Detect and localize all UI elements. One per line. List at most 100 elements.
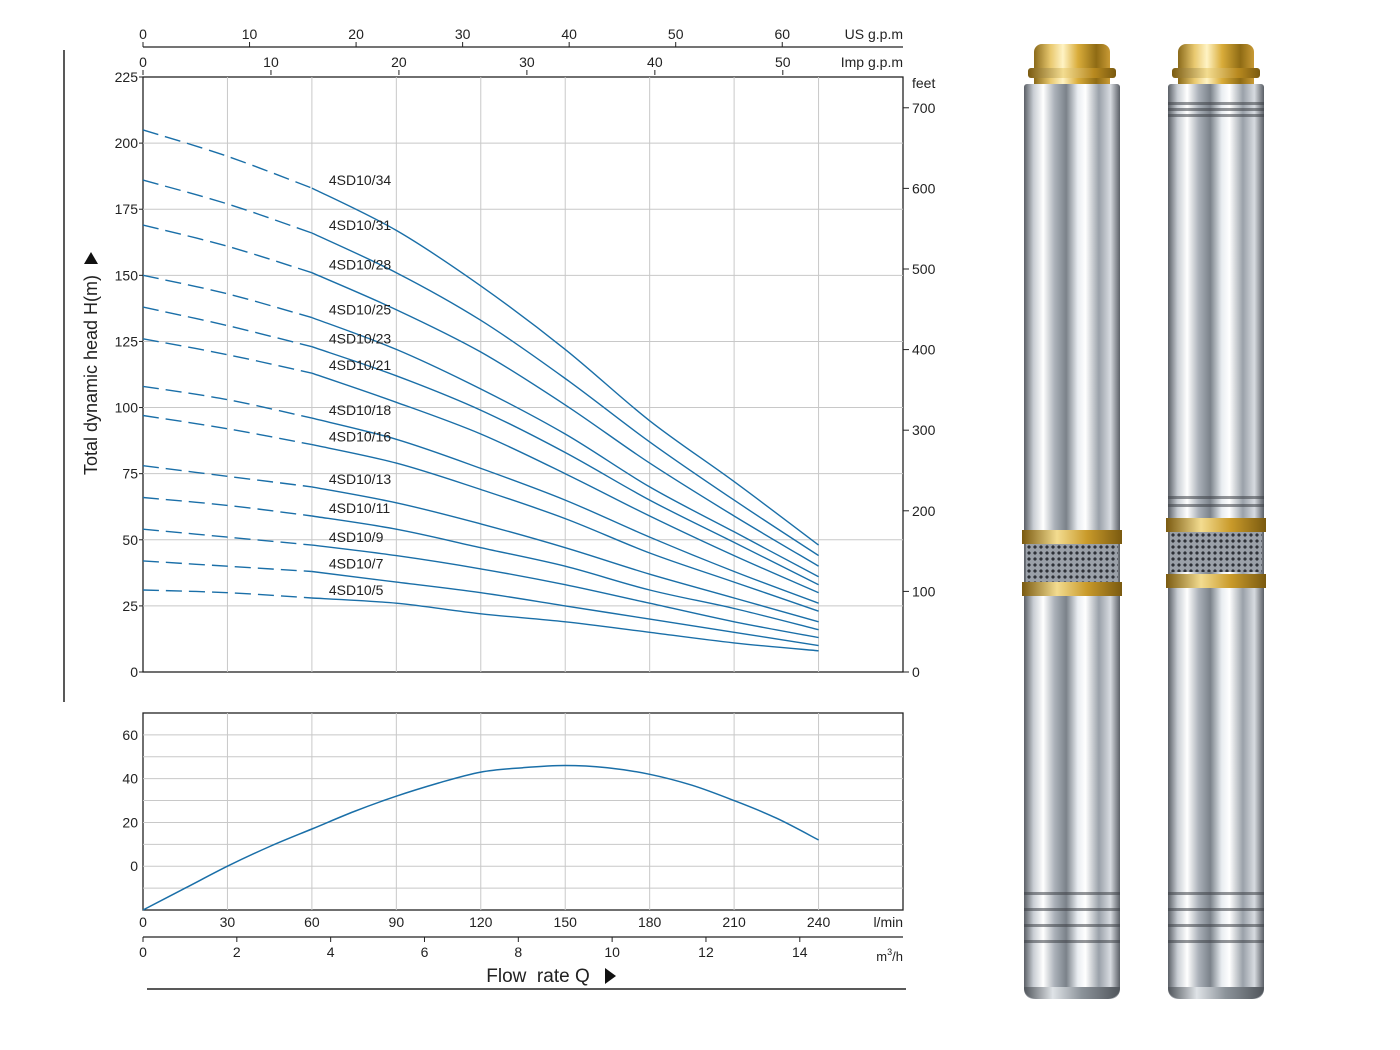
head-curve-label: 4SD10/31 xyxy=(329,217,391,233)
x-tick-label-m3h: 4 xyxy=(327,944,335,960)
efficiency-y-tick-label: 20 xyxy=(122,814,138,830)
head-curve-dashed xyxy=(142,465,312,488)
head-curve-dashed xyxy=(142,528,312,546)
head-chart-grid xyxy=(142,76,904,673)
pump-performance-chart: 4SD10/34 4SD10/31 4SD10/28 4SD10/25 4SD10/23… xyxy=(63,26,936,990)
head-curve xyxy=(311,515,819,631)
head-curve-label: 4SD10/21 xyxy=(329,357,391,373)
right-tick-label: 600 xyxy=(912,180,936,196)
efficiency-curve-line xyxy=(142,764,819,911)
head-curve-dashed xyxy=(142,560,312,573)
right-tick-label: 300 xyxy=(912,422,936,438)
head-curve-labels: 4SD10/34 4SD10/31 4SD10/28 4SD10/25 4SD10/23… xyxy=(329,172,391,598)
y-tick-label: 75 xyxy=(122,466,138,482)
head-curve xyxy=(311,272,819,567)
head-curve xyxy=(311,316,819,578)
y-tick-label: 150 xyxy=(115,267,139,283)
head-curve xyxy=(311,187,820,546)
head-curve-dashed xyxy=(142,496,312,517)
y-tick-label: 125 xyxy=(115,333,139,349)
x-unit-m3h: m3/h xyxy=(876,947,903,964)
head-curves xyxy=(142,129,820,652)
y-tick-label: 225 xyxy=(115,69,139,85)
y-tick-label: 25 xyxy=(122,598,138,614)
x-tick-label-lmin: 240 xyxy=(807,914,831,930)
head-curve xyxy=(311,486,819,623)
imp-gpm-tick-label: 30 xyxy=(519,54,535,70)
head-curve-dashed xyxy=(142,385,313,419)
x-tick-label-lmin: 90 xyxy=(389,914,405,930)
head-curve xyxy=(311,417,819,604)
head-plot-frame xyxy=(142,76,904,673)
right-tick-label: 500 xyxy=(912,261,936,277)
head-curve-label: 4SD10/25 xyxy=(329,302,391,318)
y-tick-label: 100 xyxy=(115,400,139,416)
x-tick-label-m3h: 0 xyxy=(139,944,147,960)
head-curve xyxy=(311,443,819,612)
us-gpm-tick-label: 0 xyxy=(139,26,147,42)
efficiency-y-tick-label: 0 xyxy=(130,858,138,874)
efficiency-chart-grid xyxy=(142,712,904,911)
x-tick-label-lmin: 30 xyxy=(220,914,236,930)
x-tick-label-lmin: 0 xyxy=(139,914,147,930)
right-tick-label: 0 xyxy=(912,664,920,680)
head-curve xyxy=(311,544,819,639)
y-tick-label: 175 xyxy=(115,201,139,217)
right-tick-label: 400 xyxy=(912,342,936,358)
head-curve-label: 4SD10/16 xyxy=(329,429,391,445)
head-curve-label: 4SD10/28 xyxy=(329,257,391,273)
head-curve-label: 4SD10/34 xyxy=(329,172,391,188)
head-curve-label: 4SD10/11 xyxy=(329,500,390,516)
efficiency-plot-frame xyxy=(142,712,904,911)
x-tick-label-m3h: 6 xyxy=(421,944,429,960)
head-curve-dashed xyxy=(142,589,312,599)
x-tick-label-lmin: 150 xyxy=(554,914,578,930)
head-curve-label: 4SD10/23 xyxy=(329,331,391,347)
x-tick-label-lmin: 210 xyxy=(722,914,746,930)
imp-gpm-unit: Imp g.p.m xyxy=(841,54,903,70)
y-tick-label: 50 xyxy=(122,532,138,548)
head-curve xyxy=(311,570,819,647)
right-tick-label: 700 xyxy=(912,100,936,116)
head-curve xyxy=(311,346,819,586)
us-gpm-unit: US g.p.m xyxy=(845,26,903,42)
head-curve-label: 4SD10/18 xyxy=(329,402,391,418)
imp-gpm-tick-label: 50 xyxy=(775,54,791,70)
us-gpm-tick-label: 10 xyxy=(242,26,258,42)
head-curve-label: 4SD10/7 xyxy=(329,556,384,572)
pump-image-right xyxy=(1166,44,1266,999)
efficiency-y-tick-label: 40 xyxy=(122,771,138,787)
efficiency-curve xyxy=(142,764,819,911)
pump-image-left xyxy=(1022,44,1122,999)
us-gpm-tick-label: 60 xyxy=(774,26,790,42)
y-axis-title: Total dynamic head H(m) xyxy=(81,275,101,475)
head-chart-axes: 0255075100125150175200225010020030040050… xyxy=(115,26,936,680)
head-curve xyxy=(311,232,819,557)
efficiency-y-tick-label: 60 xyxy=(122,727,138,743)
head-curve-dashed xyxy=(142,414,313,446)
y-axis-title-arrow xyxy=(84,252,98,264)
x-axis-title-arrow xyxy=(605,968,616,984)
head-curve xyxy=(311,597,819,652)
y-tick-label: 200 xyxy=(115,135,139,151)
imp-gpm-tick-label: 0 xyxy=(139,54,147,70)
x-tick-label-m3h: 2 xyxy=(233,944,241,960)
head-curve-label: 4SD10/9 xyxy=(329,529,384,545)
efficiency-chart-axes: 0 20 40 60 0 30 60 90 120 150 180 210 240 l/min 0 2 4 6 8 1… xyxy=(122,727,903,964)
x-tick-label-m3h: 14 xyxy=(792,944,808,960)
us-gpm-tick-label: 50 xyxy=(668,26,684,42)
x-unit-lmin: l/min xyxy=(873,914,903,930)
x-axis-title: Flow rate Q xyxy=(486,966,589,987)
imp-gpm-tick-label: 40 xyxy=(647,54,663,70)
us-gpm-tick-label: 20 xyxy=(348,26,364,42)
x-tick-label-m3h: 10 xyxy=(604,944,620,960)
imp-gpm-tick-label: 10 xyxy=(263,54,279,70)
us-gpm-tick-label: 40 xyxy=(561,26,577,42)
us-gpm-tick-label: 30 xyxy=(455,26,471,42)
y-tick-label: 0 xyxy=(130,664,138,680)
right-tick-label: 100 xyxy=(912,583,936,599)
imp-gpm-tick-label: 20 xyxy=(391,54,407,70)
x-tick-label-lmin: 180 xyxy=(638,914,662,930)
x-tick-label-m3h: 8 xyxy=(514,944,522,960)
head-curve-dashed xyxy=(142,338,313,374)
